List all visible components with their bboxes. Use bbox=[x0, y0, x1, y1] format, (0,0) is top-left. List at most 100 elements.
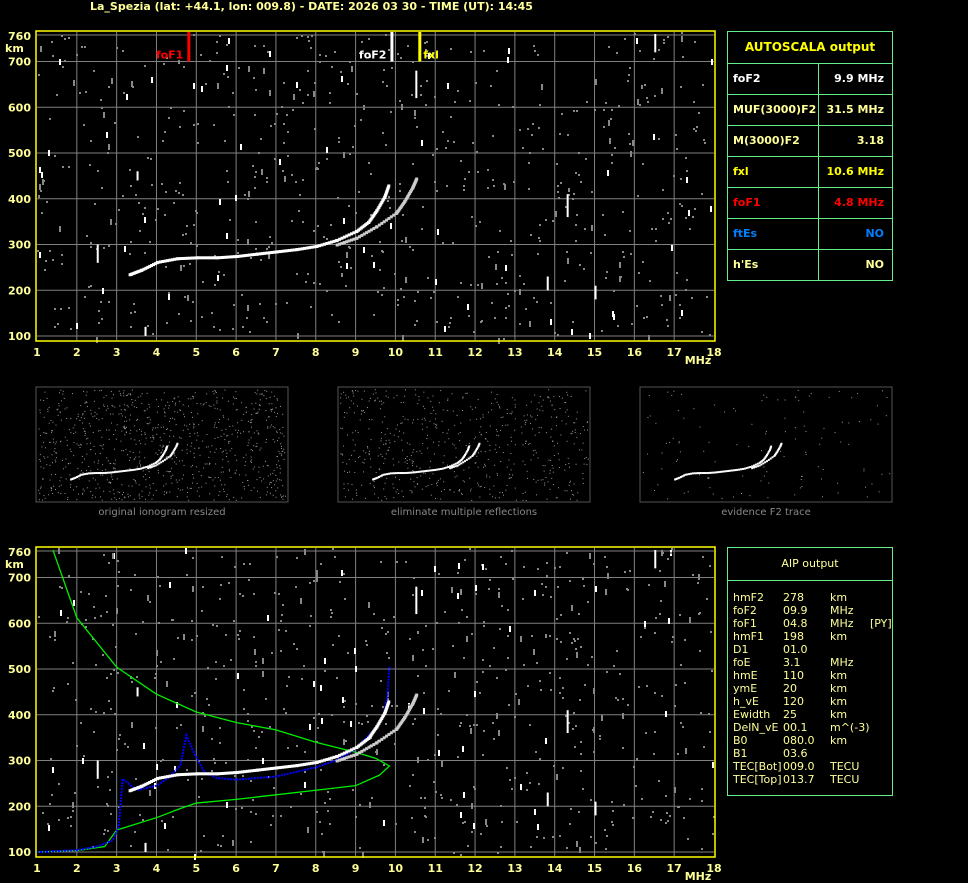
noise-dot bbox=[109, 789, 111, 791]
noise-dot bbox=[340, 266, 342, 268]
noise-dot bbox=[701, 800, 703, 802]
noise-dot bbox=[499, 492, 501, 494]
noise-dot bbox=[53, 450, 55, 452]
noise-dot bbox=[575, 648, 577, 650]
noise-dot bbox=[49, 118, 51, 120]
noise-dot bbox=[169, 435, 171, 437]
noise-dot bbox=[416, 483, 418, 485]
noise-dot bbox=[131, 404, 133, 406]
noise-dot bbox=[512, 578, 514, 580]
noise-dot bbox=[276, 399, 278, 401]
noise-dot bbox=[374, 389, 376, 391]
trace-point-o bbox=[256, 768, 260, 772]
noise-dot bbox=[501, 277, 503, 279]
x-tick-label: 9 bbox=[352, 346, 360, 359]
noise-dot bbox=[193, 83, 195, 89]
noise-dot bbox=[396, 705, 398, 707]
echo-streak bbox=[546, 276, 549, 291]
noise-dot bbox=[157, 405, 159, 407]
noise-dot bbox=[67, 683, 69, 685]
noise-dot bbox=[654, 490, 656, 492]
noise-dot bbox=[166, 491, 168, 493]
noise-dot bbox=[629, 570, 631, 572]
noise-dot bbox=[130, 438, 132, 440]
noise-dot bbox=[513, 463, 515, 465]
noise-dot bbox=[121, 415, 123, 417]
trace-point-o bbox=[300, 247, 304, 251]
y-tick-label: 760 bbox=[8, 546, 31, 559]
noise-dot bbox=[169, 491, 171, 493]
noise-dot bbox=[145, 437, 147, 439]
noise-dot bbox=[257, 389, 259, 391]
thumbnail-trace-point bbox=[675, 478, 678, 481]
noise-dot bbox=[388, 449, 390, 451]
noise-dot bbox=[38, 499, 40, 501]
noise-dot bbox=[388, 446, 390, 448]
noise-dot bbox=[576, 841, 578, 847]
thumbnail-trace-point bbox=[167, 456, 170, 459]
noise-dot bbox=[667, 558, 669, 560]
thumbnail-trace-point bbox=[686, 473, 689, 476]
noise-dot bbox=[763, 475, 765, 477]
noise-dot bbox=[82, 493, 84, 495]
trace-point-x bbox=[392, 729, 396, 733]
noise-dot bbox=[157, 469, 159, 471]
noise-dot bbox=[397, 436, 399, 438]
thumbnail-trace-point bbox=[372, 478, 375, 481]
noise-dot bbox=[205, 402, 207, 404]
noise-dot bbox=[710, 631, 712, 633]
noise-dot bbox=[240, 144, 242, 150]
trace-point-o bbox=[320, 243, 324, 247]
x-axis-unit: MHz bbox=[685, 354, 712, 367]
noise-dot bbox=[248, 191, 250, 197]
aip-cell: km bbox=[830, 682, 848, 695]
trace-point-o bbox=[347, 233, 351, 237]
thumbnail-trace-point bbox=[754, 465, 757, 468]
noise-dot bbox=[320, 769, 322, 771]
noise-dot bbox=[448, 690, 450, 692]
noise-dot bbox=[455, 447, 457, 449]
noise-dot bbox=[373, 480, 375, 482]
noise-dot bbox=[689, 228, 691, 230]
noise-dot bbox=[438, 444, 440, 446]
noise-dot bbox=[583, 463, 585, 465]
noise-dot bbox=[551, 477, 553, 479]
noise-dot bbox=[70, 484, 72, 486]
trace-point-o bbox=[185, 772, 189, 776]
aip-cell bbox=[830, 643, 870, 656]
noise-dot bbox=[144, 443, 146, 445]
noise-dot bbox=[108, 86, 110, 88]
noise-dot bbox=[692, 216, 694, 218]
noise-dot bbox=[572, 198, 574, 200]
noise-dot bbox=[400, 422, 402, 424]
noise-dot bbox=[227, 441, 229, 443]
noise-dot bbox=[380, 561, 382, 563]
noise-dot bbox=[65, 458, 67, 460]
noise-dot bbox=[714, 404, 716, 406]
noise-dot bbox=[369, 56, 371, 58]
trace-point-x bbox=[347, 239, 351, 243]
noise-dot bbox=[354, 471, 356, 473]
noise-dot bbox=[724, 411, 726, 413]
noise-dot bbox=[595, 586, 597, 592]
noise-dot bbox=[379, 468, 381, 470]
noise-dot bbox=[138, 493, 140, 495]
thumbnail-trace-point bbox=[395, 472, 398, 475]
noise-dot bbox=[330, 609, 332, 611]
trace-point-o bbox=[248, 769, 252, 773]
noise-dot bbox=[248, 579, 250, 581]
noise-dot bbox=[313, 282, 315, 284]
noise-dot bbox=[459, 440, 461, 442]
noise-dot bbox=[213, 393, 215, 395]
noise-dot bbox=[54, 443, 56, 445]
noise-dot bbox=[40, 434, 42, 436]
noise-dot bbox=[183, 464, 185, 466]
thumbnail-trace-point bbox=[76, 475, 79, 478]
noise-dot bbox=[213, 326, 215, 328]
noise-dot bbox=[214, 485, 216, 487]
noise-dot bbox=[161, 446, 163, 448]
noise-dot bbox=[278, 460, 280, 462]
aip-cell: 3.1 bbox=[783, 656, 801, 669]
noise-dot bbox=[148, 471, 150, 473]
noise-dot bbox=[134, 831, 136, 833]
